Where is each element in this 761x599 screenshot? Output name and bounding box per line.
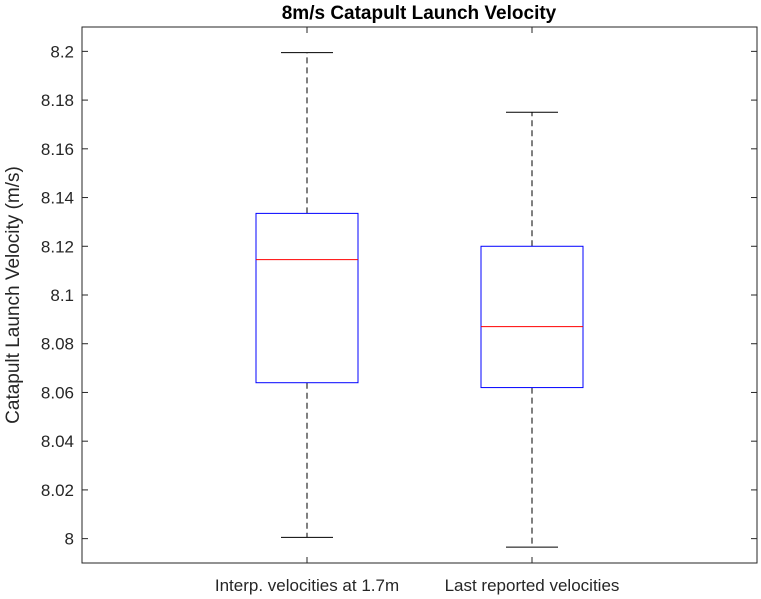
y-tick-label: 8.16: [41, 140, 74, 159]
y-tick-label: 8.1: [50, 286, 74, 305]
y-tick-label: 8.12: [41, 237, 74, 256]
box-iqr: [480, 245, 584, 389]
y-tick-label: 8.2: [50, 42, 74, 61]
y-axis-label: Catapult Launch Velocity (m/s): [3, 166, 24, 424]
y-tick-label: 8.08: [41, 335, 74, 354]
x-tick-label: Interp. velocities at 1.7m: [215, 576, 399, 595]
box-iqr: [255, 212, 359, 384]
axis-ticks: 8 8.02 8.04 8.06 8.08 8.1 8.12 8.14 8.16 8.18 8.2 I…: [41, 27, 757, 595]
box-plot-2: [480, 111, 584, 548]
plot-area: [81, 26, 758, 564]
y-tick-label: 8.14: [41, 189, 74, 208]
x-tick-label: Last reported velocities: [445, 576, 620, 595]
box-plot-1: [255, 52, 359, 538]
box-plots: [255, 52, 584, 548]
y-tick-label: 8.02: [41, 481, 74, 500]
y-tick-label: 8: [65, 530, 74, 549]
y-tick-label: 8.06: [41, 383, 74, 402]
y-tick-label: 8.18: [41, 91, 74, 110]
chart-title: 8m/s Catapult Launch Velocity: [282, 3, 557, 24]
y-tick-label: 8.04: [41, 432, 74, 451]
